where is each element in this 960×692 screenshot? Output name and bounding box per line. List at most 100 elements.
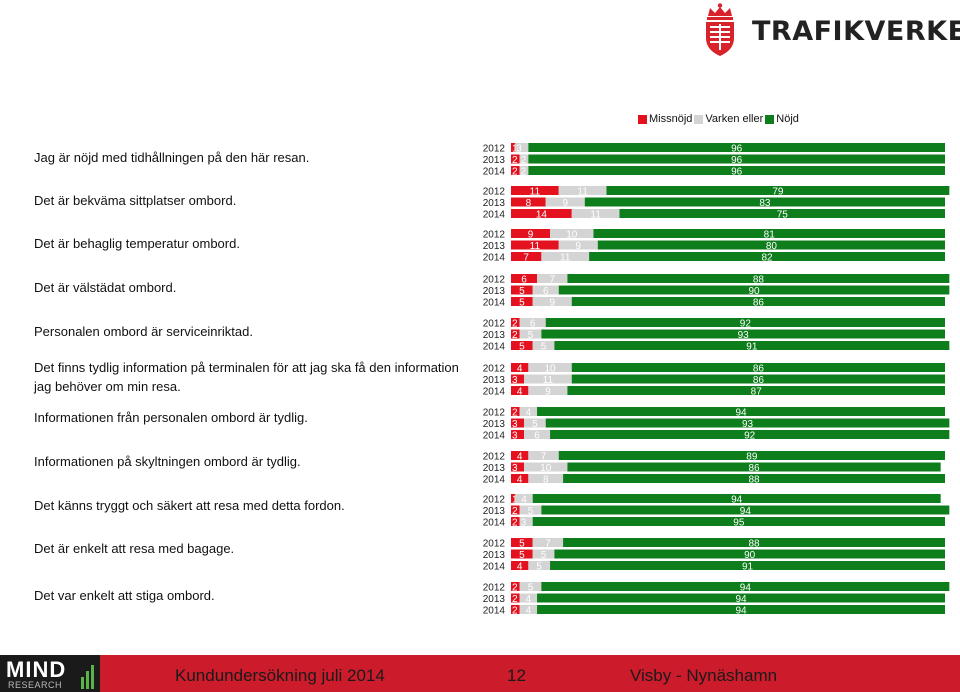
bar-segment-varken: [532, 285, 559, 295]
year-label: 2012: [483, 408, 506, 419]
value-label-varken: 3: [516, 144, 522, 155]
bar-segment-nojd: [532, 494, 941, 503]
value-label-varken: 7: [541, 452, 547, 463]
bar-segment-missnojd: [511, 451, 529, 460]
bar-segment-varken: [524, 418, 546, 428]
year-label: 2013: [483, 330, 506, 341]
bar-segment-varken: [528, 386, 568, 395]
legend-swatch-varken: [694, 114, 704, 124]
year-label: 2012: [483, 187, 506, 198]
question-label: Det var enkelt att stiga ombord.: [34, 588, 215, 603]
bar-segment-missnojd: [511, 549, 533, 559]
bar-segment-varken: [519, 593, 538, 603]
value-label-nojd: 94: [740, 506, 752, 517]
question-label: Det är behaglig temperatur ombord.: [34, 236, 240, 251]
year-label: 2013: [483, 198, 506, 209]
year-label: 2014: [483, 475, 506, 486]
question-label: Det känns tryggt och säkert att resa med…: [34, 498, 345, 513]
bar-segment-missnojd: [511, 240, 559, 250]
bar-segment-varken: [519, 605, 538, 614]
value-label-nojd: 88: [748, 475, 760, 486]
value-label-missnojd: 4: [517, 364, 523, 375]
value-label-varken: 5: [541, 342, 547, 353]
bar-segment-varken: [528, 451, 559, 460]
bar-segment-missnojd: [511, 407, 520, 416]
value-label-nojd: 83: [759, 198, 771, 209]
value-label-varken: 10: [540, 463, 552, 474]
value-label-nojd: 80: [766, 241, 778, 252]
value-label-missnojd: 1: [512, 144, 518, 155]
bar-chart-icon: [81, 665, 94, 689]
value-label-varken: 11: [577, 187, 588, 198]
year-label: 2013: [483, 155, 506, 166]
bar-segment-varken: [532, 538, 564, 547]
page-number: 12: [507, 666, 526, 685]
year-label: 2012: [483, 583, 506, 594]
mind-research-logo: MIND RESEARCH: [0, 655, 100, 692]
question-label: Det är bekväma sittplatser ombord.: [34, 193, 237, 208]
bar-segment-nojd: [567, 462, 941, 472]
value-label-nojd: 86: [753, 364, 765, 375]
value-label-missnojd: 2: [512, 330, 518, 341]
bar-segment-missnojd: [511, 329, 520, 339]
value-label-nojd: 79: [772, 187, 784, 198]
value-label-varken: 5: [536, 562, 542, 573]
bar-segment-missnojd: [511, 517, 520, 526]
year-label: 2013: [483, 550, 506, 561]
bar-segment-varken: [545, 197, 585, 207]
question-label: Det finns tydlig information på terminal…: [34, 360, 459, 394]
bar-segment-nojd: [541, 329, 945, 339]
bar-segment-nojd: [528, 154, 945, 164]
bar-segment-missnojd: [511, 154, 520, 164]
value-label-nojd: 90: [744, 550, 756, 561]
year-label: 2012: [483, 144, 506, 155]
value-label-nojd: 88: [753, 275, 765, 286]
bar-segment-missnojd: [511, 474, 529, 483]
value-label-varken: 6: [543, 286, 549, 297]
bar-segment-nojd: [571, 363, 945, 372]
bar-segment-nojd: [550, 561, 945, 570]
value-label-nojd: 81: [764, 230, 776, 241]
question-label: Det är välstädat ombord.: [34, 280, 177, 295]
value-label-missnojd: 2: [512, 408, 518, 419]
bar-segment-nojd: [619, 209, 945, 218]
value-label-nojd: 92: [744, 431, 756, 442]
question-label: Personalen ombord är serviceinriktad.: [34, 324, 253, 339]
bar-segment-missnojd: [511, 593, 520, 603]
bar-segment-varken: [519, 517, 533, 526]
value-label-nojd: 96: [731, 167, 743, 178]
bar-segment-missnojd: [511, 538, 533, 547]
question-label: Informationen på skyltningen ombord är t…: [34, 454, 301, 469]
value-label-varken: 7: [549, 275, 555, 286]
bar-segment-nojd: [584, 197, 945, 207]
bar-segment-varken: [550, 229, 594, 238]
value-label-missnojd: 5: [519, 539, 525, 550]
bar-segment-nojd: [558, 285, 950, 295]
year-label: 2013: [483, 506, 506, 517]
bar-segment-varken: [515, 494, 533, 503]
bar-segment-nojd: [545, 318, 945, 327]
brand-name: TRAFIKVERKET: [752, 16, 960, 47]
bar-segment-nojd: [589, 252, 945, 261]
value-label-missnojd: 3: [512, 431, 518, 442]
year-label: 2014: [483, 387, 506, 398]
year-label: 2012: [483, 495, 506, 506]
bar-segment-nojd: [528, 166, 945, 175]
year-label: 2013: [483, 463, 506, 474]
value-label-missnojd: 11: [530, 187, 541, 198]
bar-segment-varken: [519, 582, 542, 591]
bar-segment-nojd: [537, 593, 945, 603]
value-label-nojd: 88: [748, 539, 760, 550]
year-label: 2013: [483, 241, 506, 252]
value-label-nojd: 93: [738, 330, 750, 341]
bar-segment-varken: [532, 549, 555, 559]
value-label-varken: 9: [549, 298, 555, 309]
bar-segment-nojd: [567, 274, 950, 283]
bar-segment-nojd: [567, 386, 945, 395]
value-label-varken: 5: [532, 419, 538, 430]
value-label-missnojd: 2: [512, 167, 518, 178]
legend-label-nojd: Nöjd: [776, 113, 799, 125]
bar-segment-nojd: [550, 430, 950, 439]
value-label-missnojd: 5: [519, 342, 525, 353]
value-label-missnojd: 2: [512, 319, 518, 330]
